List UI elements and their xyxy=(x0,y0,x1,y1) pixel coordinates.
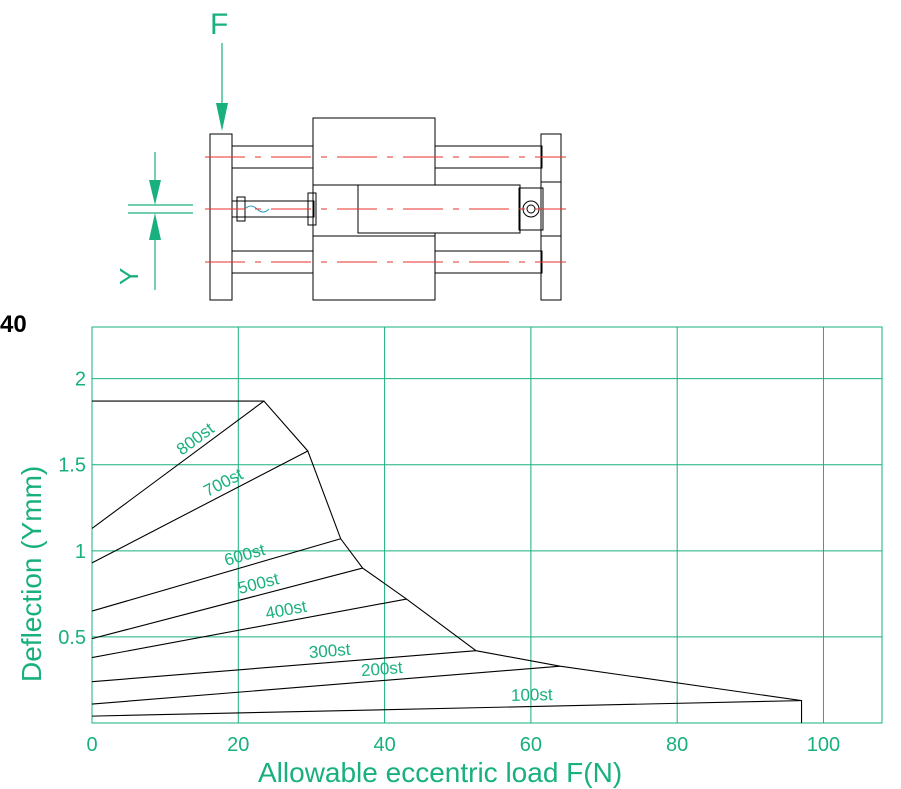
force-arrow xyxy=(216,43,228,131)
deflection-arrows xyxy=(128,152,193,290)
series-line-100st xyxy=(91,700,802,717)
series-label-500st: 500st xyxy=(236,569,281,598)
x-tick-label: 80 xyxy=(666,734,688,756)
x-tick-label: 60 xyxy=(520,734,542,756)
y-tick-label: 1.5 xyxy=(58,455,86,477)
x-tick-label: 0 xyxy=(86,734,97,756)
series-line-500st xyxy=(91,567,363,640)
right-end-plate xyxy=(540,133,562,301)
series-lines xyxy=(91,400,802,717)
y-tick-label: 0.5 xyxy=(58,627,86,649)
envelope-curve xyxy=(92,400,803,723)
force-label: F xyxy=(210,8,228,41)
y-axis-label: Deflection (Ymm) xyxy=(16,466,47,682)
x-axis-label: Allowable eccentric load F(N) xyxy=(258,757,622,788)
x-tick-label: 20 xyxy=(227,734,249,756)
series-label-200st: 200st xyxy=(360,658,403,680)
series-line-400st xyxy=(91,598,407,659)
series-line-800st xyxy=(91,400,265,529)
y-tick-label: 1 xyxy=(75,541,86,563)
y-tick-label: 2 xyxy=(75,369,86,391)
x-tick-label: 100 xyxy=(807,734,840,756)
model-label: 40 xyxy=(0,311,27,338)
left-end-plate xyxy=(209,133,233,301)
series-label-600st: 600st xyxy=(222,540,268,570)
x-tick-labels: 0 20 40 60 80 100 xyxy=(86,734,840,756)
x-tick-label: 40 xyxy=(373,734,395,756)
plot-frame xyxy=(91,326,883,724)
cylinder-side-view-diagram xyxy=(128,43,566,301)
grid xyxy=(91,326,883,724)
series-line-300st xyxy=(91,650,477,683)
series-label-100st: 100st xyxy=(511,685,553,705)
envelope-path xyxy=(92,400,803,723)
series-line-600st xyxy=(91,538,341,612)
series-line-200st xyxy=(91,665,561,705)
y-tick-labels: 0.5 1 1.5 2 xyxy=(58,369,86,649)
series-label-800st: 800st xyxy=(173,419,218,459)
series-label-300st: 300st xyxy=(308,640,351,662)
series-line-700st xyxy=(91,450,309,564)
deflection-chart: 0 20 40 60 80 100 0.5 1 1.5 2 100st 200st 300st 40 0… xyxy=(16,326,883,788)
deflection-label: Y xyxy=(114,268,144,285)
